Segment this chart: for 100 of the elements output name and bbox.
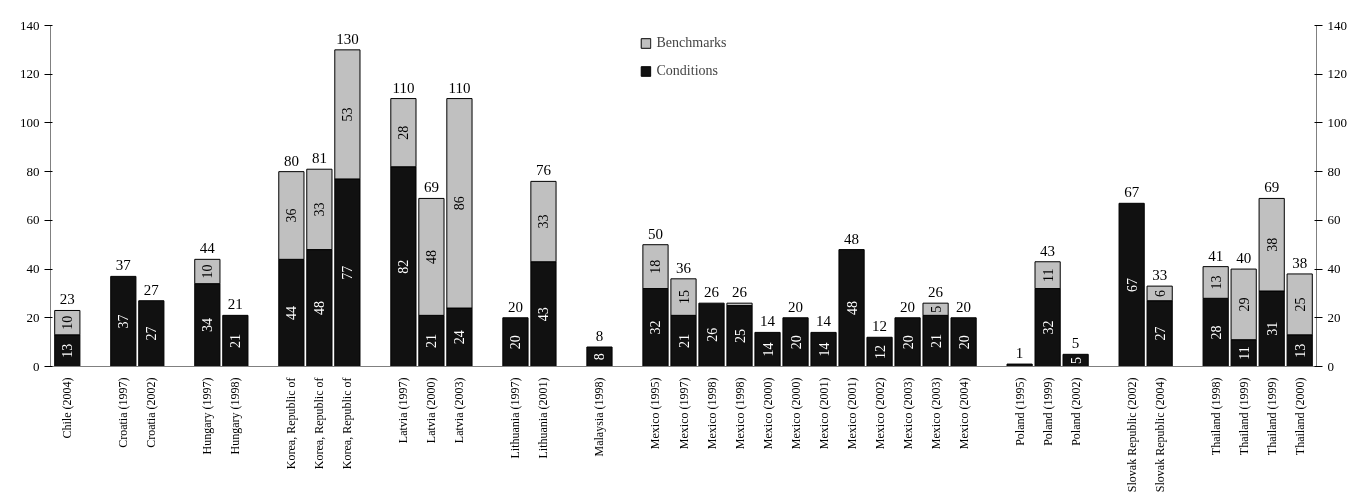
x-tick-label: Thailand (1999)	[1264, 377, 1279, 456]
x-tick-label: Mexico (2004)	[956, 377, 971, 450]
data-label: 20	[900, 335, 916, 350]
x-tick-label: Lithuania (2001)	[536, 377, 551, 459]
data-label: 14	[760, 342, 776, 357]
total-label: 21	[227, 296, 243, 313]
total-label: 20	[956, 298, 972, 315]
data-label: 10	[60, 315, 76, 330]
total-label: 5	[1071, 335, 1080, 352]
x-tick-label: Poland (1995)	[1012, 377, 1027, 446]
data-label: 21	[228, 333, 244, 348]
data-label: 44	[284, 305, 300, 320]
data-label: 24	[452, 330, 468, 345]
x-tick-label: Thailand (1998)	[1208, 377, 1223, 456]
x-tick-label: Mexico (1997)	[676, 377, 691, 450]
data-label: 13	[1208, 275, 1224, 290]
x-tick-label: Chile (2004)	[60, 377, 75, 439]
total-label: 14	[816, 313, 832, 330]
data-label: 21	[676, 333, 692, 348]
total-label: 8	[595, 328, 604, 345]
x-tick-label: Mexico (1998)	[732, 377, 747, 450]
data-label: 13	[60, 343, 76, 358]
x-tick-label: Hungary (1997)	[200, 377, 215, 455]
total-label: 110	[392, 79, 415, 96]
data-label: 12	[872, 344, 888, 359]
total-label: 69	[423, 179, 439, 196]
data-label: 26	[704, 327, 720, 342]
total-label: 26	[732, 284, 748, 301]
data-label: 48	[844, 301, 860, 316]
x-tick-label: Poland (2002)	[1068, 377, 1083, 446]
total-label: 26	[704, 284, 720, 301]
data-label: 20	[788, 335, 804, 350]
data-label: 48	[312, 301, 328, 316]
data-label: 48	[424, 249, 440, 264]
data-label: 67	[1124, 277, 1140, 292]
total-label: 76	[535, 162, 552, 179]
x-tick-label: Slovak Republic (2004)	[1152, 377, 1167, 493]
total-label: 41	[1208, 247, 1224, 264]
total-label: 44	[199, 240, 216, 257]
data-label: 5	[928, 305, 944, 313]
legend-label: Conditions	[656, 63, 718, 79]
data-label: 28	[1208, 325, 1224, 340]
x-tick-label: Hungary (1998)	[228, 377, 243, 455]
x-tick-label: Mexico (2000)	[760, 377, 775, 450]
data-label: 11	[1040, 268, 1056, 282]
total-label: 48	[844, 230, 860, 247]
data-label: 13	[1292, 343, 1308, 358]
bar	[586, 346, 613, 367]
y2-tick-label: 100	[1327, 114, 1347, 130]
y2-tick-label: 60	[1327, 212, 1341, 228]
y2-tick-label: 80	[1327, 163, 1341, 179]
total-label: 67	[1124, 184, 1140, 201]
data-label: 33	[536, 214, 552, 229]
total-label: 20	[507, 298, 523, 315]
x-tick-label: Malaysia (1998)	[592, 377, 607, 457]
total-label: 38	[1292, 254, 1308, 271]
total-label: 50	[647, 225, 663, 242]
data-label: 18	[648, 259, 664, 274]
x-tick-label: Croatia (1997)	[116, 377, 131, 448]
x-tick-label: Mexico (2003)	[928, 377, 943, 450]
data-label: 36	[284, 208, 300, 223]
y2-tick-label: 40	[1327, 261, 1341, 277]
total-label: 14	[760, 313, 776, 330]
data-label: 25	[732, 329, 748, 344]
data-label: 38	[1264, 237, 1280, 252]
x-tick-label: Latvia (2000)	[424, 377, 439, 444]
y-tick-label: 140	[20, 17, 40, 33]
total-label: 36	[676, 259, 692, 276]
y2-tick-label: 20	[1327, 309, 1341, 325]
total-label: 43	[1040, 242, 1056, 259]
data-label: 21	[424, 333, 440, 348]
x-tick-label: Mexico (2000)	[788, 377, 803, 450]
x-tick-label: Mexico (1998)	[704, 377, 719, 450]
y-tick-label: 120	[20, 66, 40, 82]
data-label: 28	[396, 125, 412, 140]
data-label: 15	[676, 290, 692, 305]
data-label: 11	[1236, 346, 1252, 360]
y-tick-label: 80	[26, 163, 40, 179]
total-label: 27	[143, 281, 160, 298]
total-label: 33	[1152, 267, 1168, 284]
total-label: 110	[448, 79, 471, 96]
total-label: 130	[336, 30, 359, 47]
x-tick-label: Korea, Republic of	[284, 377, 299, 470]
x-tick-label: Lithuania (1997)	[508, 377, 523, 459]
total-label: 23	[59, 291, 75, 308]
data-label: 29	[1236, 297, 1252, 312]
x-tick-label: Mexico (1995)	[648, 377, 663, 450]
data-label: 82	[396, 259, 412, 274]
y2-tick-label: 0	[1327, 358, 1334, 374]
x-tick-label: Thailand (1999)	[1236, 377, 1251, 456]
x-tick-label: Thailand (2000)	[1292, 377, 1307, 456]
data-label: 10	[200, 264, 216, 279]
total-label: 1	[1015, 345, 1024, 362]
data-label: 53	[340, 107, 356, 122]
data-label: 77	[340, 265, 356, 280]
x-tick-label: Mexico (2001)	[816, 377, 831, 450]
x-tick-label: Latvia (2003)	[452, 377, 467, 444]
total-label: 26	[928, 284, 944, 301]
data-label: 20	[508, 335, 524, 350]
x-tick-label: Mexico (2003)	[900, 377, 915, 450]
